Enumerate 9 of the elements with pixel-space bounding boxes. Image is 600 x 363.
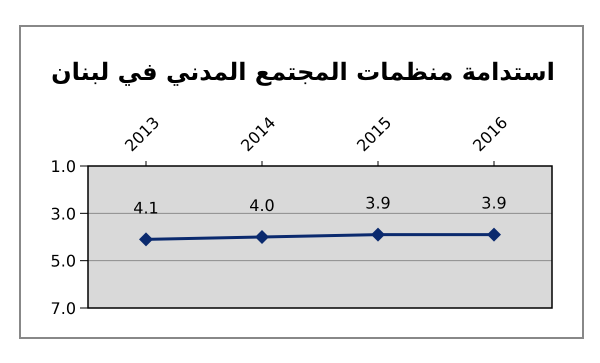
data-label: 3.9 [481, 194, 507, 213]
y-tick-label: 1.0 [50, 157, 76, 176]
y-tick-label: 7.0 [50, 299, 76, 318]
chart-title: استدامة منظمات المجتمع المدني في لبنان [51, 58, 555, 86]
data-label: 4.0 [249, 196, 275, 215]
data-label: 3.9 [365, 194, 391, 213]
y-tick-label: 5.0 [50, 252, 76, 271]
data-label: 4.1 [133, 198, 159, 218]
y-tick-label: 3.0 [50, 204, 76, 224]
